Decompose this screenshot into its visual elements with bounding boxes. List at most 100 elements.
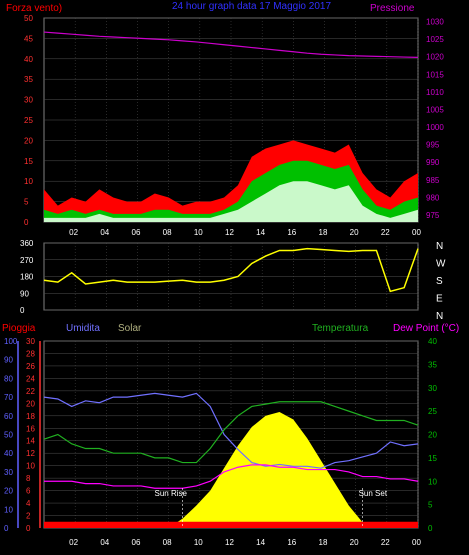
- temperature-axis-tick: 30: [428, 384, 437, 393]
- rain-axis-tick: 8: [26, 474, 31, 483]
- header-right-title: Pressione: [370, 3, 415, 14]
- rain-axis-tick: 6: [26, 487, 31, 496]
- direction-axis-tick: 270: [20, 256, 34, 265]
- rain-axis-tick: 30: [26, 337, 35, 346]
- direction-compass-label: N: [436, 241, 443, 252]
- temperature-label: Temperatura: [312, 323, 369, 334]
- weather-x-tick: 18: [319, 538, 328, 547]
- pressure-axis-tick: 1025: [426, 35, 444, 44]
- pressure-axis-tick: 980: [426, 193, 440, 202]
- rain-axis-tick: 28: [26, 349, 35, 358]
- direction-axis-tick: 360: [20, 239, 34, 248]
- rain-axis-tick: 14: [26, 437, 35, 446]
- pressure-line: [43, 31, 419, 58]
- wind-x-tick: 06: [132, 228, 141, 237]
- humidity-line: [43, 392, 419, 469]
- direction-compass-label: S: [436, 276, 443, 287]
- pressure-axis-tick: 1020: [426, 53, 444, 62]
- weather-x-tick: 00: [412, 538, 421, 547]
- wind-axis-tick: 35: [24, 75, 33, 84]
- wind-direction-line: [43, 247, 419, 293]
- pressure-axis-tick: 990: [426, 158, 440, 167]
- weather-x-tick: 20: [350, 538, 359, 547]
- wind-axis-tick: 45: [24, 34, 33, 43]
- pressure-axis-tick: 995: [426, 141, 440, 150]
- pressure-axis-tick: 1000: [426, 123, 444, 132]
- wind-x-tick: 00: [412, 228, 421, 237]
- wind-axis-tick: 40: [24, 55, 33, 64]
- rain-axis-tick: 20: [26, 399, 35, 408]
- weather-x-tick: 08: [163, 538, 172, 547]
- weather-x-tick: 22: [381, 538, 390, 547]
- wind-axis-tick: 20: [24, 136, 33, 145]
- temperature-axis-tick: 5: [428, 501, 433, 510]
- wind-series-wind_avg: [44, 181, 418, 222]
- direction-axis-tick: 0: [20, 306, 25, 315]
- humidity-axis-tick: 50: [4, 431, 13, 440]
- temperature-axis-tick: 35: [428, 360, 437, 369]
- humidity-axis-tick: 0: [4, 524, 9, 533]
- wind-x-tick: 04: [100, 228, 109, 237]
- temperature-axis-tick: 0: [428, 524, 433, 533]
- dewpoint-line: [44, 464, 419, 489]
- sunrise-label: Sun Rise: [155, 489, 188, 498]
- dewpoint-label: Dew Point (°C): [393, 323, 459, 334]
- humidity-axis-tick: 30: [4, 468, 13, 477]
- wind-axis-tick: 30: [24, 96, 33, 105]
- wind-x-tick: 02: [69, 228, 78, 237]
- rain-axis-tick: 26: [26, 362, 35, 371]
- header-center-title: 24 hour graph data 17 Maggio 2017: [172, 1, 331, 12]
- humidity-axis-tick: 90: [4, 356, 13, 365]
- weather-x-tick: 04: [100, 538, 109, 547]
- direction-axis-tick: 90: [20, 289, 29, 298]
- humidity-axis-tick: 20: [4, 487, 13, 496]
- rain-label: Pioggia: [2, 323, 36, 334]
- temperature-axis-tick: 40: [428, 337, 437, 346]
- humidity-axis-tick: 40: [4, 449, 13, 458]
- pressure-axis-tick: 1030: [426, 18, 444, 27]
- wind-x-tick: 08: [163, 228, 172, 237]
- rain-axis-tick: 12: [26, 449, 35, 458]
- direction-compass-label: W: [436, 259, 446, 270]
- humidity-label: Umidita: [66, 323, 100, 334]
- humidity-axis-tick: 10: [4, 505, 13, 514]
- temperature-axis-tick: 15: [428, 454, 437, 463]
- wind-x-tick: 18: [319, 228, 328, 237]
- wind-x-tick: 20: [350, 228, 359, 237]
- pressure-axis-tick: 985: [426, 176, 440, 185]
- wind-axis-tick: 50: [24, 14, 33, 23]
- weather-x-tick: 06: [132, 538, 141, 547]
- wind-axis-tick: 10: [24, 177, 33, 186]
- direction-axis-tick: 180: [20, 273, 34, 282]
- wind-x-tick: 22: [381, 228, 390, 237]
- wind-axis-tick: 25: [24, 116, 33, 125]
- weather-x-tick: 02: [69, 538, 78, 547]
- rain-axis-tick: 2: [26, 512, 31, 521]
- wind-axis-tick: 5: [24, 198, 29, 207]
- rain-axis-tick: 24: [26, 374, 35, 383]
- weather-x-tick: 14: [256, 538, 265, 547]
- wind-x-tick: 14: [256, 228, 265, 237]
- solar-label: Solar: [118, 323, 142, 334]
- header-left-title: Forza vento): [6, 3, 62, 14]
- wind-x-tick: 10: [194, 228, 203, 237]
- temperature-axis-tick: 10: [428, 477, 437, 486]
- rain-axis-tick: 10: [26, 462, 35, 471]
- rain-axis-tick: 16: [26, 424, 35, 433]
- humidity-axis-tick: 100: [4, 337, 18, 346]
- temperature-line: [43, 401, 419, 464]
- pressure-axis-tick: 1010: [426, 88, 444, 97]
- temperature-axis-tick: 20: [428, 431, 437, 440]
- direction-compass-label: N: [436, 311, 443, 322]
- pressure-axis-tick: 975: [426, 211, 440, 220]
- humidity-axis-tick: 60: [4, 412, 13, 421]
- weather-x-tick: 10: [194, 538, 203, 547]
- direction-compass-label: E: [436, 294, 443, 305]
- humidity-axis-tick: 70: [4, 393, 13, 402]
- rain-axis-tick: 22: [26, 387, 35, 396]
- weather-x-tick: 16: [287, 538, 296, 547]
- wind-x-tick: 12: [225, 228, 234, 237]
- wind-x-tick: 16: [287, 228, 296, 237]
